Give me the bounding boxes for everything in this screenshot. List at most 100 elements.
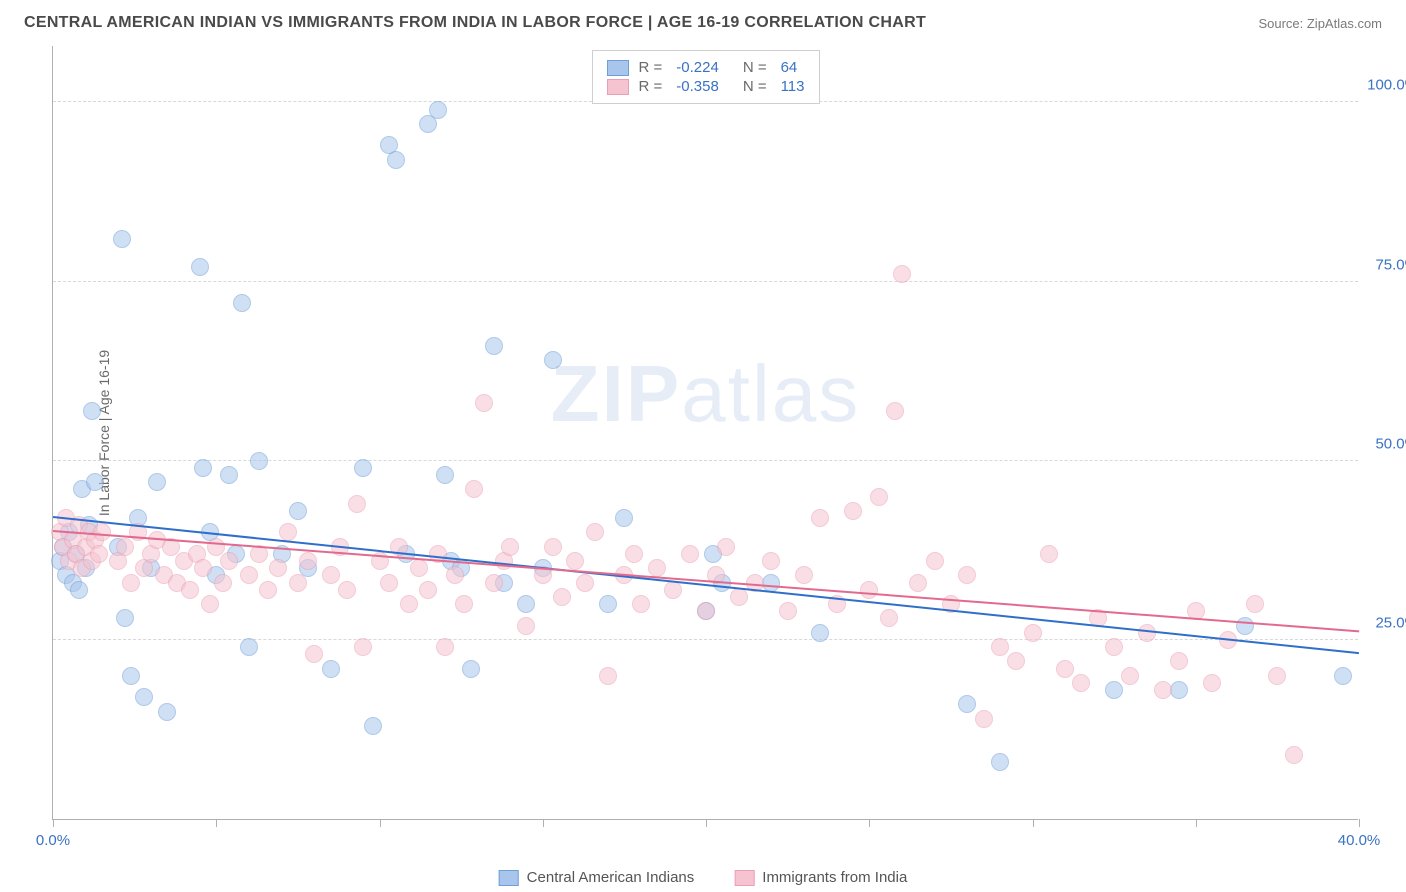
scatter-point	[455, 595, 473, 613]
scatter-point	[122, 667, 140, 685]
series-legend: Central American IndiansImmigrants from …	[499, 869, 908, 886]
scatter-point	[214, 574, 232, 592]
chart-header: CENTRAL AMERICAN INDIAN VS IMMIGRANTS FR…	[0, 0, 1406, 42]
scatter-point	[70, 581, 88, 599]
scatter-point	[305, 645, 323, 663]
legend-r-value: -0.224	[676, 59, 719, 76]
x-tick	[706, 819, 707, 827]
legend-swatch	[499, 870, 519, 886]
scatter-point	[1056, 660, 1074, 678]
scatter-point	[240, 566, 258, 584]
scatter-point	[648, 559, 666, 577]
scatter-point	[599, 595, 617, 613]
x-tick-label: 40.0%	[1338, 832, 1381, 849]
x-tick	[869, 819, 870, 827]
scatter-point	[762, 574, 780, 592]
scatter-point	[1072, 674, 1090, 692]
scatter-point	[400, 595, 418, 613]
x-tick	[53, 819, 54, 827]
scatter-point	[86, 473, 104, 491]
scatter-point	[1236, 617, 1254, 635]
scatter-point	[410, 559, 428, 577]
scatter-point	[730, 588, 748, 606]
scatter-point	[465, 480, 483, 498]
scatter-point	[1285, 746, 1303, 764]
scatter-point	[860, 581, 878, 599]
scatter-point	[1040, 545, 1058, 563]
scatter-point	[354, 459, 372, 477]
scatter-point	[207, 538, 225, 556]
scatter-point	[811, 509, 829, 527]
scatter-point	[485, 337, 503, 355]
scatter-point	[1024, 624, 1042, 642]
scatter-point	[348, 495, 366, 513]
scatter-point	[116, 609, 134, 627]
scatter-point	[220, 552, 238, 570]
scatter-point	[697, 602, 715, 620]
scatter-point	[354, 638, 372, 656]
scatter-point	[191, 258, 209, 276]
scatter-point	[116, 538, 134, 556]
scatter-point	[250, 452, 268, 470]
x-tick	[1359, 819, 1360, 827]
scatter-point	[201, 595, 219, 613]
legend-swatch	[607, 79, 629, 95]
scatter-point	[762, 552, 780, 570]
scatter-point	[135, 688, 153, 706]
chart-title: CENTRAL AMERICAN INDIAN VS IMMIGRANTS FR…	[24, 14, 926, 32]
legend-swatch	[607, 60, 629, 76]
scatter-point	[220, 466, 238, 484]
x-tick	[216, 819, 217, 827]
scatter-point	[1170, 681, 1188, 699]
scatter-point	[1105, 638, 1123, 656]
scatter-point	[544, 538, 562, 556]
scatter-point	[113, 230, 131, 248]
scatter-point	[446, 566, 464, 584]
scatter-point	[1246, 595, 1264, 613]
scatter-point	[991, 638, 1009, 656]
scatter-point	[795, 566, 813, 584]
scatter-point	[380, 574, 398, 592]
scatter-point	[122, 574, 140, 592]
scatter-point	[779, 602, 797, 620]
scatter-point	[844, 502, 862, 520]
scatter-point	[553, 588, 571, 606]
scatter-point	[566, 552, 584, 570]
scatter-point	[299, 552, 317, 570]
scatter-point	[1007, 652, 1025, 670]
scatter-point	[419, 581, 437, 599]
scatter-point	[148, 473, 166, 491]
scatter-point	[269, 559, 287, 577]
scatter-point	[625, 545, 643, 563]
scatter-point	[1154, 681, 1172, 699]
scatter-point	[181, 581, 199, 599]
correlation-legend: R =-0.224N =64R =-0.358N =113	[592, 50, 820, 104]
y-axis-title: In Labor Force | Age 16-19	[96, 349, 112, 515]
scatter-point	[240, 638, 258, 656]
x-tick	[1033, 819, 1034, 827]
scatter-point	[615, 509, 633, 527]
scatter-point	[991, 753, 1009, 771]
x-tick-label: 0.0%	[36, 832, 70, 849]
legend-item: Immigrants from India	[734, 869, 907, 886]
scatter-point	[279, 523, 297, 541]
scatter-point	[194, 459, 212, 477]
scatter-point	[893, 265, 911, 283]
x-tick	[1196, 819, 1197, 827]
y-tick-label: 75.0%	[1363, 256, 1406, 273]
scatter-point	[194, 559, 212, 577]
legend-n-value: 64	[781, 59, 798, 76]
scatter-point	[1268, 667, 1286, 685]
scatter-point	[517, 595, 535, 613]
scatter-point	[632, 595, 650, 613]
legend-n-label: N =	[743, 78, 767, 95]
y-tick-label: 25.0%	[1363, 614, 1406, 631]
scatter-point	[501, 538, 519, 556]
legend-r-value: -0.358	[676, 78, 719, 95]
scatter-point	[599, 667, 617, 685]
scatter-point	[870, 488, 888, 506]
y-tick-label: 50.0%	[1363, 435, 1406, 452]
scatter-point	[475, 394, 493, 412]
legend-swatch	[734, 870, 754, 886]
chart-source: Source: ZipAtlas.com	[1258, 16, 1382, 31]
